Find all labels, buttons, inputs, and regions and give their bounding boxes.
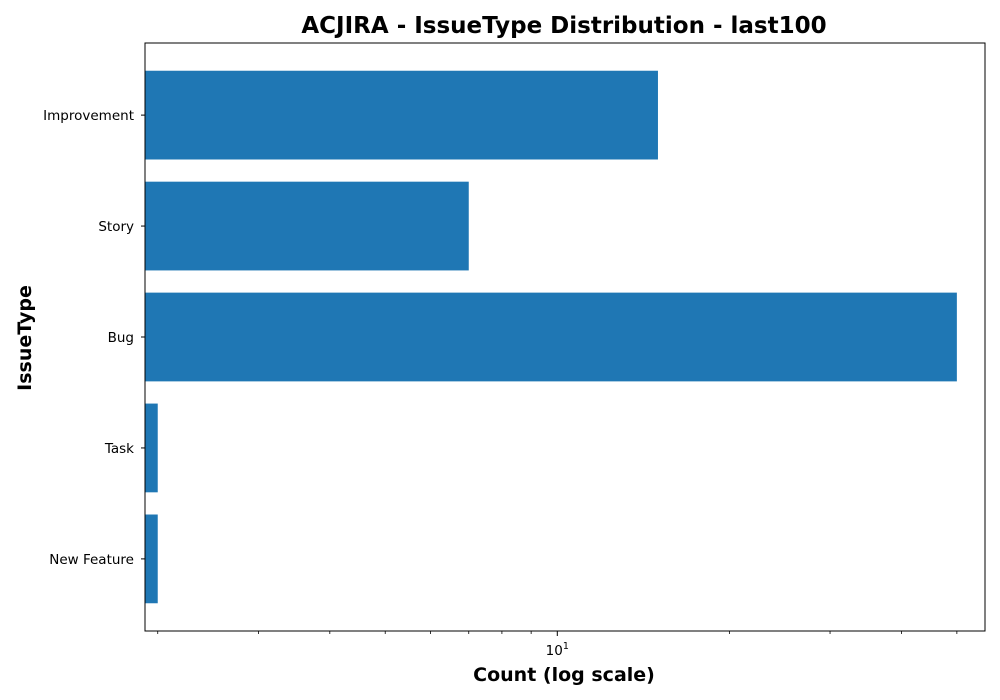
bar [145, 70, 658, 160]
y-tick-label: Improvement [43, 108, 134, 124]
x-axis-label: Count (log scale) [473, 664, 655, 686]
y-tick-label: Task [104, 441, 134, 457]
y-tick-label: New Feature [49, 552, 134, 568]
bar [145, 403, 158, 493]
bar [145, 514, 158, 604]
y-axis-label: IssueType [14, 285, 36, 391]
bar [145, 181, 469, 271]
y-tick-label: Bug [108, 330, 134, 346]
bar [145, 292, 957, 382]
y-tick-label: Story [98, 219, 134, 235]
y-axis: New Feature Task Bug Story Improvement [43, 108, 145, 568]
x-tick-label: 101 [546, 641, 569, 659]
bars [145, 70, 957, 604]
chart-title: ACJIRA - IssueType Distribution - last10… [301, 13, 826, 39]
x-axis: 101 [157, 631, 958, 659]
